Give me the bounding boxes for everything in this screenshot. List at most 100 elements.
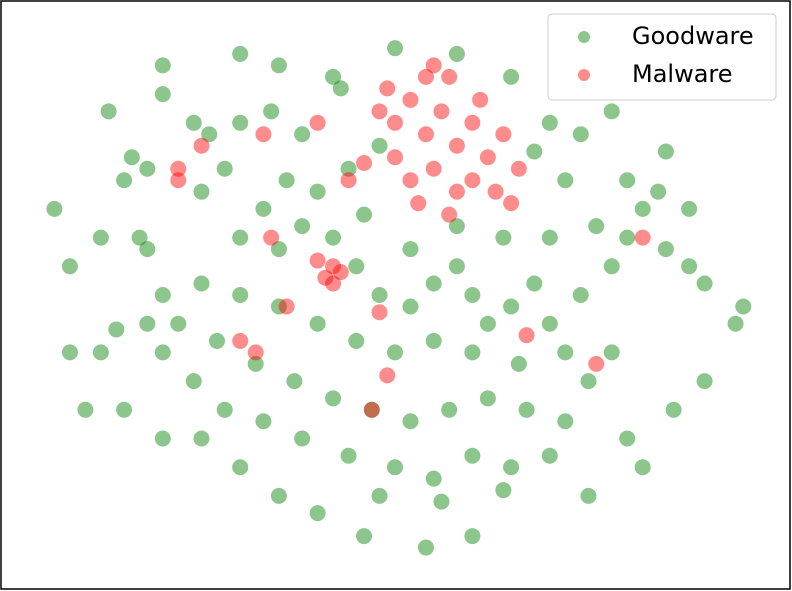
point	[425, 275, 442, 292]
point	[154, 287, 171, 303]
point	[541, 315, 558, 332]
point	[518, 401, 535, 418]
point	[557, 172, 574, 189]
point	[270, 241, 287, 258]
point	[387, 149, 403, 166]
point	[433, 493, 450, 510]
point	[332, 264, 349, 281]
point	[557, 413, 574, 430]
point	[518, 327, 535, 344]
point	[317, 269, 334, 286]
point	[433, 103, 450, 120]
point	[100, 103, 117, 120]
point	[588, 355, 605, 372]
point	[294, 218, 311, 235]
point	[387, 344, 403, 361]
point	[510, 160, 527, 177]
point	[185, 114, 202, 131]
point	[557, 344, 574, 361]
point	[448, 183, 465, 200]
point	[479, 149, 496, 166]
point	[247, 355, 264, 372]
point	[232, 287, 249, 303]
point	[619, 172, 636, 189]
point	[170, 160, 187, 177]
point	[650, 183, 667, 200]
point	[634, 229, 651, 246]
point	[402, 413, 419, 430]
legend-box	[547, 13, 777, 101]
point	[270, 487, 287, 504]
point	[379, 80, 396, 97]
point	[92, 229, 109, 246]
point	[232, 459, 249, 476]
point	[657, 241, 674, 258]
point	[139, 160, 156, 177]
point	[464, 447, 481, 464]
point	[255, 200, 272, 217]
point	[441, 401, 458, 418]
point	[348, 332, 365, 349]
point	[541, 229, 558, 246]
point	[495, 126, 512, 143]
point	[448, 258, 465, 275]
point	[735, 298, 752, 315]
point	[572, 287, 589, 303]
point	[154, 430, 171, 447]
point	[479, 315, 496, 332]
point	[580, 373, 597, 390]
point	[510, 355, 527, 372]
point	[294, 430, 311, 447]
point	[232, 229, 249, 246]
point	[61, 258, 78, 275]
point	[580, 487, 597, 504]
point	[503, 459, 520, 476]
point	[696, 275, 713, 292]
point	[402, 241, 419, 258]
point	[503, 68, 520, 85]
point	[503, 195, 520, 212]
point	[526, 275, 543, 292]
point	[170, 315, 187, 332]
point	[696, 373, 713, 390]
point	[417, 539, 434, 556]
point	[247, 344, 264, 361]
point	[387, 459, 403, 476]
point	[472, 91, 489, 108]
point	[425, 57, 442, 74]
point	[46, 200, 63, 217]
point	[325, 68, 342, 85]
point	[402, 91, 419, 108]
point	[332, 80, 349, 97]
point	[309, 183, 326, 200]
legend-marker	[578, 31, 590, 43]
point	[185, 373, 202, 390]
point	[263, 103, 280, 120]
point	[108, 321, 125, 338]
point	[371, 287, 388, 303]
point	[464, 287, 481, 303]
point	[193, 430, 210, 447]
point	[503, 298, 520, 315]
point	[495, 482, 512, 499]
point	[193, 275, 210, 292]
points	[46, 40, 752, 556]
point	[464, 114, 481, 131]
point	[425, 160, 442, 177]
point	[193, 137, 210, 154]
point	[619, 229, 636, 246]
point	[464, 528, 481, 545]
point	[232, 332, 249, 349]
point	[139, 315, 156, 332]
point	[634, 200, 651, 217]
point	[371, 103, 388, 120]
point	[603, 344, 620, 361]
point	[278, 298, 295, 315]
point	[464, 172, 481, 189]
point	[154, 344, 171, 361]
point	[92, 344, 109, 361]
point	[294, 126, 311, 143]
point	[154, 57, 171, 74]
point	[278, 172, 295, 189]
